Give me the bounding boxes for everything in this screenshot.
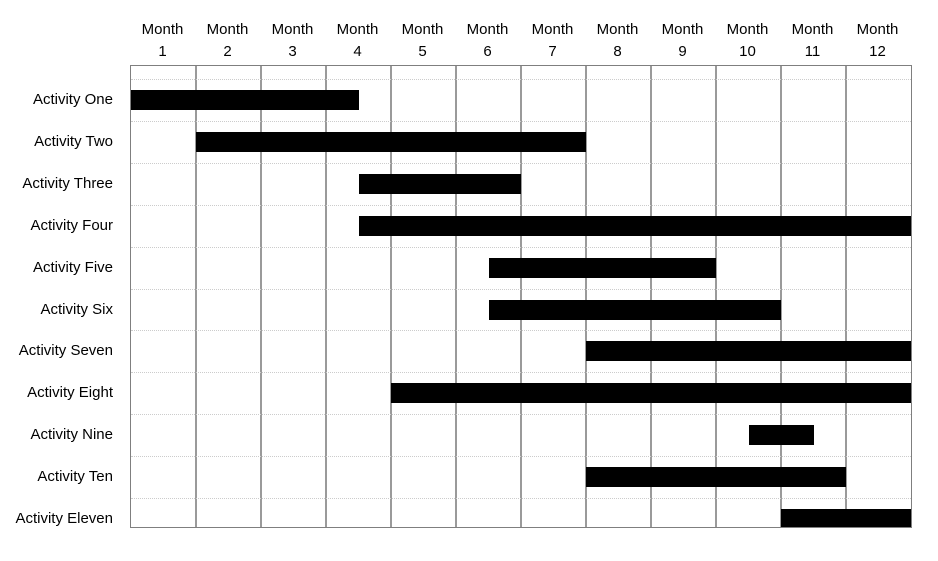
activity-label: Activity Four — [30, 216, 113, 234]
activity-label: Activity Six — [40, 300, 113, 318]
gantt-bar — [391, 383, 911, 404]
vertical-gridline — [455, 66, 457, 527]
gantt-bar — [488, 299, 781, 320]
activity-label: Activity Seven — [18, 342, 113, 360]
month-header-cell: Month 5 — [390, 19, 455, 63]
month-number: 5 — [418, 43, 427, 60]
vertical-gridline — [780, 66, 782, 527]
month-number: 2 — [223, 43, 232, 60]
row-divider-line — [131, 288, 911, 290]
gantt-bar — [586, 467, 846, 488]
gantt-bar — [488, 257, 716, 278]
month-word: Month — [791, 21, 834, 38]
month-header-cell: Month 6 — [455, 19, 520, 63]
month-header-cell: Month 2 — [195, 19, 260, 63]
month-word: Month — [401, 21, 444, 38]
month-word: Month — [661, 21, 704, 38]
month-number: 7 — [548, 43, 557, 60]
month-number: 1 — [158, 43, 167, 60]
gantt-bar — [358, 173, 521, 194]
row-divider-line — [131, 414, 911, 416]
row-divider-line — [131, 498, 911, 499]
activity-label: Activity One — [32, 91, 113, 108]
month-header-cell: Month 10 — [715, 19, 780, 63]
month-header-cell: Month 7 — [520, 19, 585, 63]
row-divider-line — [131, 204, 911, 206]
row-divider-line — [131, 120, 911, 122]
month-word: Month — [336, 21, 379, 38]
month-header-cell: Month 3 — [260, 19, 325, 63]
gantt-bar — [781, 509, 911, 527]
vertical-gridline — [520, 66, 522, 527]
month-header-cell: Month 4 — [325, 19, 390, 63]
activity-label: Activity Eight — [27, 384, 113, 402]
vertical-gridline — [260, 66, 262, 527]
month-word: Month — [141, 21, 184, 38]
vertical-gridline — [845, 66, 847, 527]
vertical-gridline — [585, 66, 587, 527]
month-header-cell: Month 1 — [130, 19, 195, 63]
month-header-cell: Month 11 — [780, 19, 845, 63]
row-divider-line — [131, 162, 911, 164]
month-word: Month — [856, 21, 899, 38]
row-divider-line — [131, 330, 911, 332]
month-number: 12 — [869, 43, 886, 60]
activity-label: Activity Nine — [30, 426, 113, 444]
gantt-bar — [748, 425, 814, 446]
row-divider-line — [131, 79, 911, 80]
gantt-bar — [196, 131, 586, 152]
month-header-cell: Month 9 — [650, 19, 715, 63]
month-header-cell: Month 12 — [845, 19, 910, 63]
vertical-gridline — [195, 66, 197, 527]
month-number: 9 — [678, 43, 687, 60]
gantt-bar — [358, 215, 911, 236]
row-divider-line — [131, 372, 911, 374]
activity-label: Activity Five — [32, 258, 113, 276]
vertical-gridline — [390, 66, 392, 527]
activity-label: Activity Eleven — [15, 510, 113, 527]
plot-area — [130, 65, 912, 528]
vertical-gridline — [650, 66, 652, 527]
month-number: 4 — [353, 43, 362, 60]
month-header-cell: Month 8 — [585, 19, 650, 63]
vertical-gridline — [715, 66, 717, 527]
month-number: 8 — [613, 43, 622, 60]
vertical-gridline — [325, 66, 327, 527]
month-number: 6 — [483, 43, 492, 60]
row-divider-line — [131, 456, 911, 458]
activity-label: Activity Ten — [37, 468, 113, 486]
gantt-bar — [131, 90, 359, 110]
month-word: Month — [726, 21, 769, 38]
activity-label: Activity Three — [22, 174, 113, 192]
activity-label: Activity Two — [34, 132, 113, 150]
month-word: Month — [596, 21, 639, 38]
month-number: 10 — [739, 43, 756, 60]
month-number: 3 — [288, 43, 297, 60]
month-word: Month — [206, 21, 249, 38]
row-divider-line — [131, 246, 911, 248]
month-word: Month — [271, 21, 314, 38]
month-word: Month — [531, 21, 574, 38]
month-word: Month — [466, 21, 509, 38]
month-number: 11 — [804, 43, 821, 60]
gantt-bar — [586, 341, 911, 362]
